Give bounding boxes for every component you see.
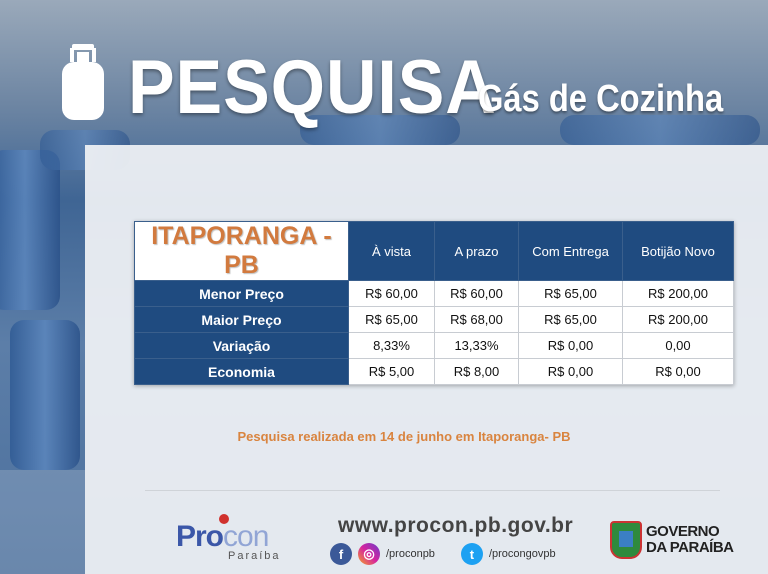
twitter-icon[interactable]: t (460, 543, 483, 565)
logo-dot (219, 514, 229, 524)
survey-note: Pesquisa realizada em 14 de junho em Ita… (237, 429, 571, 444)
table-cell: R$ 8,00 (434, 358, 519, 385)
table-cell: R$ 0,00 (622, 358, 734, 385)
governo-paraiba-logo: GOVERNO DA PARAÍBA (610, 521, 734, 559)
background-cylinder (300, 115, 460, 145)
table-cell: R$ 60,00 (434, 280, 519, 307)
row-label: Menor Preço (134, 280, 349, 307)
page-title: PESQUISA (128, 45, 497, 130)
table-cell: R$ 68,00 (434, 306, 519, 333)
logo-text: con (223, 520, 269, 553)
row-label: Economia (134, 358, 349, 385)
column-header: Botijão Novo (622, 221, 734, 281)
table-header-row: ITAPORANGA - PB À vista A prazo Com Entr… (134, 221, 734, 281)
table-cell: 13,33% (434, 332, 519, 359)
background-cylinder (10, 320, 80, 470)
instagram-handle[interactable]: /proconpb (386, 548, 435, 560)
coat-of-arms-icon (610, 521, 642, 559)
table-row: Menor Preço R$ 60,00 R$ 60,00 R$ 65,00 R… (134, 280, 734, 307)
table-cell: R$ 65,00 (348, 306, 435, 333)
column-header: Com Entrega (518, 221, 623, 281)
logo-subtext: Paraíba (228, 550, 281, 562)
table-cell: R$ 200,00 (622, 280, 734, 307)
table-cell: R$ 0,00 (518, 332, 623, 359)
table-cell: R$ 0,00 (518, 358, 623, 385)
table-cell: R$ 5,00 (348, 358, 435, 385)
facebook-icon[interactable]: f (330, 543, 352, 565)
gov-logo-line: GOVERNO (646, 523, 720, 540)
background-cylinder (0, 150, 60, 310)
table-row: Variação 8,33% 13,33% R$ 0,00 0,00 (134, 332, 734, 359)
procon-logo: Procon Paraíba (176, 514, 279, 562)
table-cell: R$ 65,00 (518, 306, 623, 333)
row-label: Variação (134, 332, 349, 359)
table-cell: R$ 65,00 (518, 280, 623, 307)
city-heading: ITAPORANGA - PB (134, 221, 349, 281)
gas-cylinder-icon (62, 44, 104, 120)
divider (145, 490, 720, 491)
table-row: Maior Preço R$ 65,00 R$ 68,00 R$ 65,00 R… (134, 306, 734, 333)
background-cylinder (560, 115, 760, 145)
column-header: À vista (348, 221, 435, 281)
twitter-handle[interactable]: /procongovpb (488, 548, 556, 560)
table-row: Economia R$ 5,00 R$ 8,00 R$ 0,00 R$ 0,00 (134, 358, 734, 385)
instagram-icon[interactable]: ◎ (358, 543, 380, 565)
gov-logo-line: DA PARAÍBA (646, 539, 734, 556)
social-links: f ◎ /proconpb t /procongovpb (330, 543, 556, 565)
table-cell: R$ 200,00 (622, 306, 734, 333)
page-subtitle: Gás de Cozinha (478, 78, 724, 120)
bottom-left-overlay (0, 470, 85, 574)
website-link[interactable]: www.procon.pb.gov.br (338, 514, 574, 537)
table-cell: R$ 60,00 (348, 280, 435, 307)
table-cell: 8,33% (348, 332, 435, 359)
column-header: A prazo (434, 221, 519, 281)
logo-text: Pro (176, 520, 224, 553)
row-label: Maior Preço (134, 306, 349, 333)
table-cell: 0,00 (622, 332, 734, 359)
price-table: ITAPORANGA - PB À vista A prazo Com Entr… (134, 221, 734, 385)
